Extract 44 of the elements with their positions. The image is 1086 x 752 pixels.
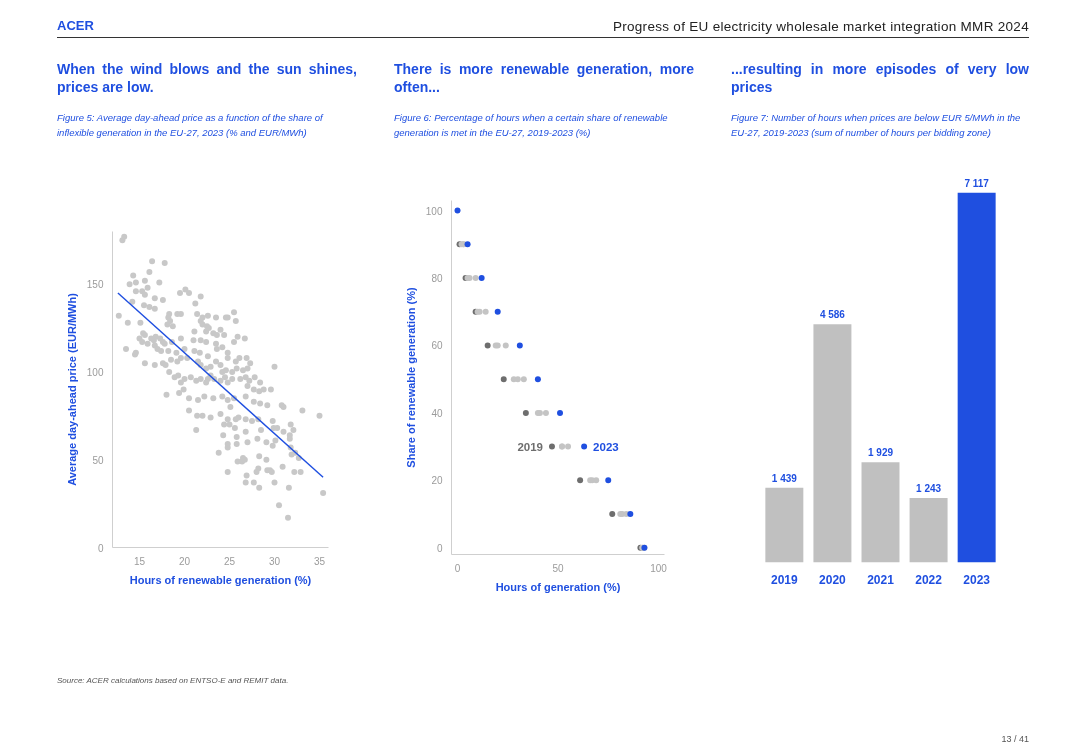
chart-title: ...resulting in more episodes of very low prices (731, 60, 1029, 96)
chart-title: When the wind blows and the sun shines, prices are low. (57, 60, 357, 96)
source-note: Source: ACER calculations based on ENTSO-E and REMIT data. (57, 675, 289, 687)
y-tick-label: 20 (431, 475, 443, 487)
y-tick-label: 100 (425, 205, 443, 217)
x-tick-label: 15 (133, 555, 146, 567)
x-tick-label: 0 (454, 562, 461, 574)
x-axis-title: Hours of generation (%) (495, 580, 621, 593)
y-tick-label: 0 (97, 542, 104, 554)
y-tick-label: 80 (431, 273, 443, 285)
x-tick-label: 20 (178, 555, 191, 567)
y-tick-label: 0 (436, 542, 443, 554)
x-tick-label: 30 (268, 555, 281, 567)
data-label: 1 929 (867, 447, 894, 459)
series-label: 2019 (517, 440, 543, 453)
chart-subtitle: Figure 5: Average day-ahead price as a function of the share of inflexible generation in the EU-27, 2023 (% and EUR/MWh) (57, 111, 325, 140)
y-axis-title: Share of renewable generation (%) (404, 287, 417, 468)
series-label: 2023 (593, 440, 619, 453)
x-tick-label: 2023 (963, 572, 991, 587)
x-tick-label: 2019 (771, 572, 799, 587)
text: Progress of EU electricity wholesale market integration MMR 2024 (612, 18, 1029, 36)
x-tick-label: 35 (313, 555, 326, 567)
text: 13 / 41 (1001, 733, 1029, 746)
y-tick-label: 50 (92, 454, 104, 466)
y-axis-title: Average day-ahead price (EUR/MWh) (65, 292, 78, 486)
chart-subtitle: Figure 6: Percentage of hours when a certain share of renewable generation is met in the EU-27, 2019-2023 (%) (394, 111, 669, 140)
data-label: 4 586 (819, 309, 846, 321)
x-tick-label: 2021 (867, 572, 895, 587)
x-tick-label: 100 (650, 562, 668, 574)
y-tick-label: 40 (431, 407, 443, 419)
text: ACER (57, 17, 94, 35)
x-tick-label: 2020 (819, 572, 847, 587)
x-tick-label: 50 (552, 562, 564, 574)
y-tick-label: 100 (86, 366, 104, 378)
y-tick-label: 60 (431, 340, 443, 352)
x-axis-title: Hours of renewable generation (%) (129, 573, 312, 586)
data-label: 7 117 (964, 177, 990, 189)
y-tick-label: 150 (86, 279, 104, 291)
chart-title: There is more renewable generation, more often... (394, 60, 694, 96)
x-tick-label: 25 (223, 555, 236, 567)
data-label: 1 243 (916, 482, 942, 494)
data-label: 1 439 (771, 472, 798, 484)
x-tick-label: 2022 (915, 572, 943, 587)
chart-subtitle: Figure 7: Number of hours when prices are below EUR 5/MWh in the EU-27, 2019-2023 (sum of number of hours per bidding zone) (731, 111, 1022, 140)
